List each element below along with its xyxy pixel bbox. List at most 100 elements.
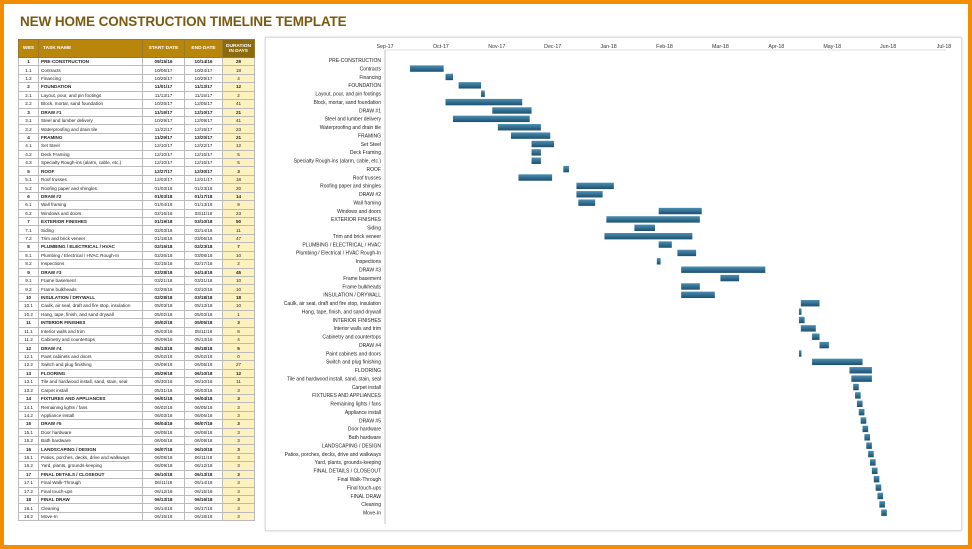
cell-start-date: 10/25/17 [142, 73, 185, 84]
cell-end-date: 06/05/18 [184, 402, 223, 412]
task-label: Paint cabinets and doors [326, 351, 382, 357]
cell-task-name: INSULATION / DRYWALL [38, 292, 143, 303]
cell-end-date: 06/07/18 [184, 419, 223, 429]
task-label: PRE-CONSTRUCTION [329, 58, 382, 64]
cell-duration: 3 [222, 427, 255, 438]
cell-start-date: 06/11/18 [142, 478, 185, 488]
table-row: 3.1 Steel and lumber delivery 10/29/17 12/0… [18, 115, 255, 126]
gantt-bar [681, 266, 766, 273]
cell-start-date: 03/21/18 [142, 275, 185, 286]
task-label: Plumbing / Electrical / HVAC Rough-In [296, 251, 381, 257]
cell-duration: 1 [222, 309, 255, 320]
cell-start-date: 02/03/18 [142, 225, 185, 235]
table-row: 8 PLUMBING / ELECTRICAL / HVAC 02/16/18 02/… [18, 242, 255, 252]
cell-start-date: 06/13/18 [142, 494, 185, 505]
table-row: 9 DRAW #3 02/28/18 04/14/18 45 [18, 267, 255, 277]
gantt-bar [531, 157, 541, 164]
gantt-bar [518, 174, 553, 181]
cell-start-date: 05/03/18 [142, 326, 185, 336]
task-label: Windows and doors [337, 209, 381, 215]
cell-start-date: 05/02/18 [142, 309, 185, 320]
cell-start-date: 06/05/18 [142, 427, 185, 438]
cell-wbs: 15 [18, 419, 39, 429]
cell-start-date: 05/02/18 [142, 351, 185, 362]
task-label: Roof trusses [353, 175, 382, 181]
cell-task-name: Steel and lumber delivery [38, 115, 143, 126]
cell-end-date: 12/21/17 [184, 174, 223, 185]
gantt-bar [871, 467, 878, 475]
cell-wbs: 11.1 [18, 326, 39, 336]
cell-wbs: 14.2 [18, 410, 39, 421]
cell-start-date: 01/18/18 [142, 233, 185, 244]
cell-wbs: 18.1 [18, 503, 39, 513]
cell-end-date: 05/02/18 [184, 351, 223, 362]
cell-task-name: DRAW #2 [38, 191, 143, 202]
cell-wbs: 8 [18, 242, 39, 252]
cell-task-name: Financing [38, 73, 143, 84]
task-label: Hang, tape, finish, and sand drywall [302, 309, 381, 315]
cell-duration: 18 [222, 292, 255, 303]
cell-start-date: 06/01/18 [142, 393, 185, 404]
gantt-bar [458, 82, 482, 89]
cell-wbs: 2.2 [18, 99, 39, 109]
cell-wbs: 15.2 [18, 435, 39, 446]
gantt-bar [875, 484, 882, 491]
table-row: 5.1 Roof trusses 12/03/17 12/21/17 18 [18, 174, 255, 185]
cell-end-date: 03/08/18 [184, 250, 223, 261]
cell-start-date: 06/10/18 [142, 469, 185, 480]
table-header-row: WBS TASK NAME START DATE END DATE DURATI… [18, 39, 255, 58]
cell-end-date: 03/10/18 [184, 216, 223, 227]
cell-wbs: 7 [18, 216, 39, 227]
gantt-bar [856, 400, 863, 407]
table-row: 9.2 Frame bulkheads 02/28/18 03/10/18 10 [18, 284, 255, 294]
gantt-bar [453, 115, 530, 123]
cell-end-date: 03/11/18 [184, 208, 223, 219]
table-row: 1.2 Financing 10/25/17 10/29/17 4 [18, 73, 255, 84]
cell-task-name: FRAMING [38, 132, 143, 143]
cell-duration: 3 [222, 461, 255, 471]
cell-start-date: 06/03/18 [142, 410, 185, 421]
cell-start-date: 02/28/18 [142, 284, 185, 294]
cell-duration: 23 [222, 208, 255, 219]
cell-wbs: 10.2 [18, 309, 39, 320]
cell-end-date: 12/15/17 [184, 124, 223, 134]
cell-end-date: 05/13/18 [184, 301, 223, 311]
cell-duration: 47 [222, 233, 255, 244]
cell-start-date: 12/03/17 [142, 174, 185, 185]
cell-wbs: 5.1 [18, 174, 39, 185]
gantt-bar [677, 249, 697, 257]
task-label: FINAL DETAILS / CLOSEOUT [313, 469, 381, 475]
cell-wbs: 6 [18, 191, 39, 202]
header-end-date: END DATE [184, 39, 223, 58]
cell-end-date: 10/24/17 [184, 65, 223, 75]
task-label: DRAW #5 [359, 418, 381, 424]
table-row: 10.1 Caulk, air seal, draft and fire stop… [18, 301, 255, 311]
cell-start-date: 01/03/18 [142, 183, 185, 193]
cell-start-date: 11/13/17 [142, 90, 185, 101]
gantt-bar [798, 316, 805, 324]
gantt-bar [576, 191, 603, 198]
cell-task-name: Cabinetry and countertops [38, 334, 143, 345]
task-label: FINAL DRAW [351, 494, 382, 500]
cell-end-date: 02/23/18 [184, 242, 223, 252]
cell-wbs: 3.1 [18, 115, 39, 126]
cell-duration: 12 [222, 368, 255, 379]
cell-wbs: 10 [18, 292, 39, 303]
cell-task-name: DRAW #4 [38, 343, 143, 353]
cell-task-name: Wall framing [38, 200, 143, 210]
cell-duration: 5 [222, 158, 255, 168]
task-label: Remaining lights / fans [330, 402, 381, 408]
cell-duration: 3 [222, 419, 255, 429]
cell-end-date: 06/06/18 [184, 410, 223, 421]
cell-task-name: PLUMBING / ELECTRICAL / HVAC [38, 242, 143, 252]
cell-duration: 10 [222, 250, 255, 261]
cell-wbs: 2 [18, 82, 39, 92]
gantt-bar [812, 358, 863, 366]
cell-duration: 0 [222, 351, 255, 362]
cell-wbs: 17.2 [18, 486, 39, 496]
table-row: 2.1 Layout, pour, and pin footings 11/13/1… [18, 90, 255, 101]
gantt-bar [445, 98, 523, 106]
gantt-bar [860, 417, 867, 424]
table-row: 8.2 Inspections 02/15/18 02/17/18 2 [18, 259, 255, 269]
cell-end-date: 06/13/18 [184, 469, 223, 480]
